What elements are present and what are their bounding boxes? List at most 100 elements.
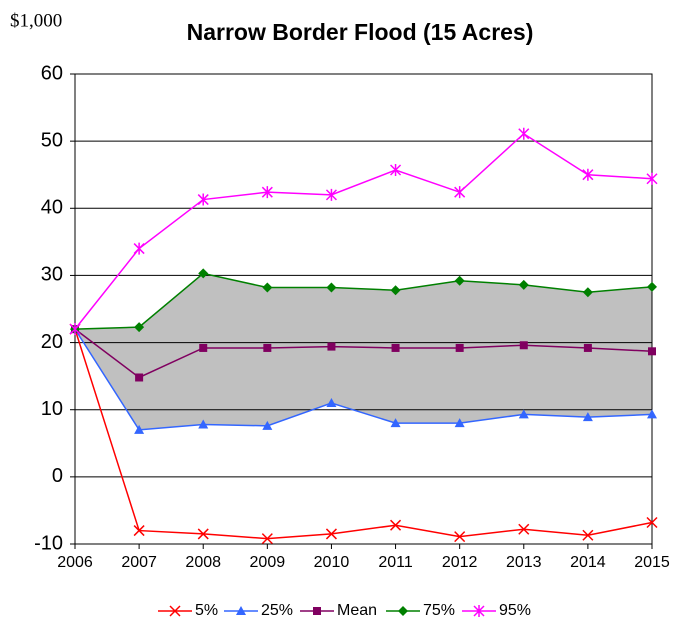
marker-x	[454, 531, 466, 543]
series-line	[74, 328, 653, 540]
marker-asterisk	[646, 172, 658, 185]
marker	[327, 342, 336, 351]
marker-triangle	[262, 420, 273, 430]
marker-square	[519, 341, 528, 350]
marker-x	[261, 533, 273, 545]
marker	[262, 420, 273, 430]
marker	[199, 343, 208, 352]
y-tick-label: 0	[52, 465, 63, 487]
marker-diamond	[198, 268, 209, 279]
y-tick-label: 60	[41, 62, 63, 84]
marker-asterisk	[390, 164, 402, 177]
y-tick-label: -10	[34, 532, 63, 554]
band	[75, 273, 652, 430]
marker	[455, 343, 464, 352]
marker-diamond	[454, 275, 465, 286]
marker	[518, 523, 530, 535]
marker	[261, 533, 273, 545]
marker-triangle	[518, 409, 529, 419]
series-line	[74, 272, 653, 330]
x-tick-label: 2015	[634, 554, 670, 571]
marker-x	[646, 516, 658, 529]
marker	[391, 343, 400, 352]
series-line	[74, 132, 653, 330]
marker-x	[197, 528, 209, 540]
marker-asterisk	[197, 193, 209, 206]
x-tick-label: 2009	[250, 554, 286, 571]
marker	[69, 323, 81, 336]
marker-diamond	[262, 282, 273, 293]
marker-triangle	[134, 424, 145, 434]
marker-square	[455, 343, 464, 352]
legend-label: 75%	[423, 602, 455, 619]
plot-border	[74, 73, 653, 545]
marker	[390, 519, 402, 531]
marker-asterisk	[582, 168, 594, 181]
marker	[261, 186, 273, 199]
marker	[390, 164, 402, 177]
unit-label: $1,000	[10, 10, 62, 31]
marker	[262, 282, 273, 293]
marker-x	[325, 528, 337, 540]
marker-triangle	[198, 419, 209, 429]
marker-diamond	[647, 281, 657, 292]
x-tick-label: 2007	[121, 554, 157, 571]
y-tick-label: 10	[41, 398, 63, 420]
marker	[236, 606, 246, 615]
marker-x	[133, 525, 145, 537]
marker	[646, 172, 658, 185]
marker	[519, 341, 528, 350]
marker	[390, 285, 401, 296]
x-tick-label: 2012	[442, 554, 478, 571]
marker	[473, 605, 485, 617]
x-tick-label: 2013	[506, 554, 542, 571]
marker	[198, 268, 209, 279]
marker	[518, 279, 529, 290]
x-tick-label: 2006	[57, 554, 93, 571]
marker	[133, 242, 145, 255]
marker-diamond	[326, 282, 337, 293]
marker	[647, 281, 657, 292]
marker-square	[313, 607, 321, 615]
marker	[134, 322, 145, 333]
x-tick-label: 2014	[570, 554, 606, 571]
marker	[646, 516, 658, 529]
x-tick-label: 2008	[185, 554, 221, 571]
marker	[518, 127, 530, 140]
marker-square	[583, 343, 592, 352]
marker	[313, 607, 321, 615]
x-tick-label: 2010	[314, 554, 350, 571]
marker-triangle	[647, 409, 657, 419]
marker	[133, 525, 145, 537]
marker-diamond	[582, 287, 593, 298]
marker-square	[327, 342, 336, 351]
legend-label: Mean	[337, 602, 377, 619]
marker-square	[135, 373, 144, 382]
marker	[135, 373, 144, 382]
y-tick-label: 30	[41, 264, 63, 286]
y-tick-label: 40	[41, 197, 63, 219]
marker	[454, 186, 466, 199]
marker-x	[169, 605, 181, 617]
legend-label: 5%	[195, 602, 218, 619]
marker-square	[199, 343, 208, 352]
marker-asterisk	[69, 323, 81, 336]
marker-square	[391, 343, 400, 352]
marker	[648, 347, 656, 356]
marker	[197, 193, 209, 206]
marker	[582, 529, 594, 541]
marker	[134, 424, 145, 434]
legend-label: 25%	[261, 602, 293, 619]
marker-diamond	[134, 322, 145, 333]
marker-x	[390, 519, 402, 531]
legend-label: 95%	[499, 602, 531, 619]
marker-asterisk	[518, 127, 530, 140]
marker	[169, 605, 181, 617]
marker-triangle	[582, 412, 593, 422]
marker	[390, 418, 401, 428]
marker-x	[582, 529, 594, 541]
marker	[198, 419, 209, 429]
marker	[647, 409, 657, 419]
marker-asterisk	[473, 605, 485, 617]
